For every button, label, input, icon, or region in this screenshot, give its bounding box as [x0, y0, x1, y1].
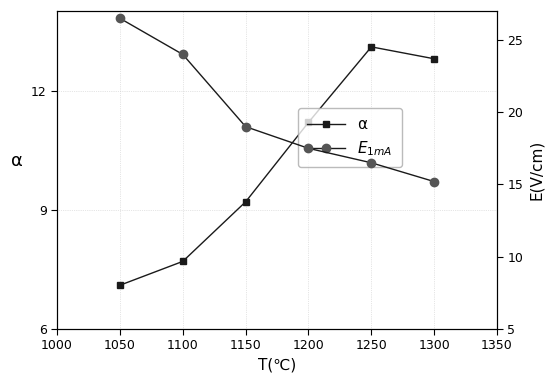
- $E_{1mA}$: [305, 146, 312, 151]
- X-axis label: T(℃): T(℃): [258, 358, 296, 373]
- Line: $E_{1mA}$: $E_{1mA}$: [116, 14, 438, 186]
- α: [117, 283, 123, 288]
- Line: α: α: [117, 43, 438, 289]
- α: [179, 259, 186, 264]
- $E_{1mA}$: [431, 179, 437, 184]
- α: [431, 56, 437, 61]
- Legend: α, $E_{1mA}$: α, $E_{1mA}$: [298, 108, 402, 167]
- $E_{1mA}$: [368, 161, 375, 165]
- Y-axis label: E(V/cm): E(V/cm): [529, 140, 544, 200]
- $E_{1mA}$: [117, 16, 123, 21]
- $E_{1mA}$: [243, 124, 249, 129]
- Y-axis label: α: α: [11, 152, 23, 170]
- α: [368, 45, 375, 49]
- $E_{1mA}$: [179, 52, 186, 57]
- α: [243, 200, 249, 204]
- α: [305, 120, 312, 125]
